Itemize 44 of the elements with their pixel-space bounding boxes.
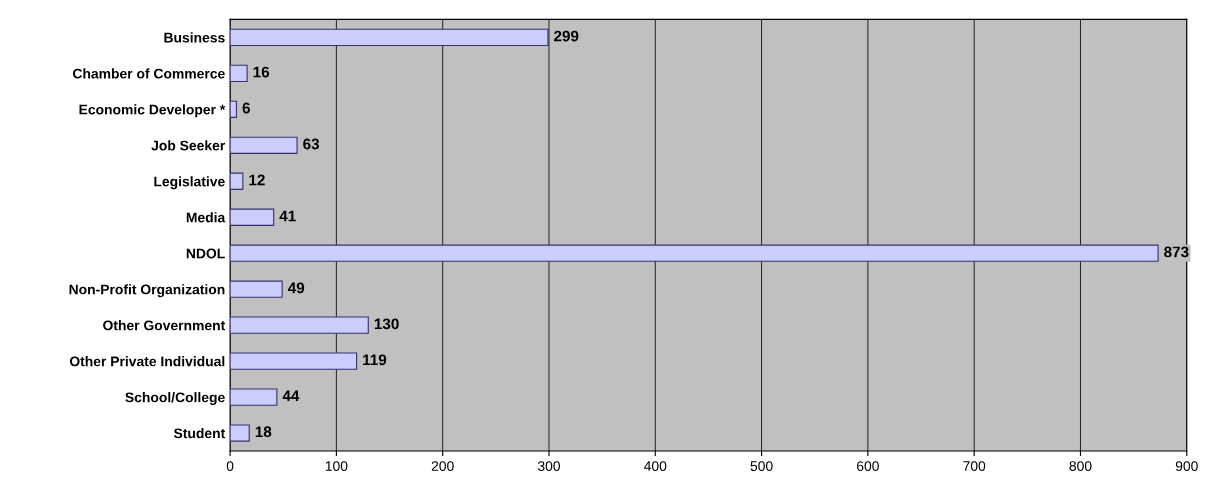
data-label: 49 bbox=[287, 282, 305, 294]
x-tick-label: 700 bbox=[963, 461, 986, 471]
y-tick-label: Chamber of Commerce bbox=[72, 68, 225, 79]
x-tick-label: 400 bbox=[644, 461, 667, 471]
x-tick-label: 600 bbox=[857, 461, 879, 471]
y-tick-label: Student bbox=[173, 428, 226, 439]
data-label: 41 bbox=[279, 210, 296, 222]
y-tick-label: School/College bbox=[125, 392, 225, 406]
data-label: 6 bbox=[242, 102, 250, 114]
bar bbox=[230, 136, 298, 154]
bar bbox=[230, 388, 278, 406]
bar bbox=[230, 280, 283, 298]
y-tick-label: Business bbox=[164, 32, 225, 43]
data-label: 18 bbox=[255, 426, 272, 438]
data-label: 130 bbox=[374, 318, 399, 330]
data-label: 12 bbox=[249, 174, 265, 186]
bar bbox=[230, 28, 549, 47]
y-tick-label: Non-Profit Organization bbox=[69, 284, 225, 298]
bar bbox=[230, 64, 248, 83]
bar bbox=[230, 352, 358, 370]
bar bbox=[230, 244, 1159, 262]
bar bbox=[230, 208, 275, 226]
data-label: 16 bbox=[253, 66, 270, 78]
data-label: 873 bbox=[1164, 246, 1189, 258]
data-label: 44 bbox=[282, 390, 300, 402]
y-tick-label: Other Government bbox=[103, 320, 226, 331]
x-tick-label: 500 bbox=[750, 461, 773, 471]
x-tick-label: 100 bbox=[325, 461, 348, 471]
x-tick-label: 200 bbox=[431, 461, 454, 471]
y-tick-label: NDOL bbox=[186, 248, 225, 259]
y-tick-label: Media bbox=[186, 212, 226, 223]
y-tick-label: Economic Developer * bbox=[79, 104, 226, 118]
data-label: 63 bbox=[303, 138, 320, 150]
y-tick-label: Other Private Individual bbox=[69, 356, 225, 367]
bar bbox=[230, 424, 250, 442]
x-tick-label: 300 bbox=[537, 461, 561, 471]
data-label: 299 bbox=[554, 30, 579, 42]
x-tick-label: 0 bbox=[226, 461, 234, 471]
y-tick-label: Job Seeker bbox=[151, 140, 226, 151]
data-label: 119 bbox=[363, 354, 387, 366]
bar bbox=[230, 316, 369, 334]
x-tick-label: 900 bbox=[1175, 461, 1198, 471]
y-tick-label: Legislative bbox=[154, 176, 225, 190]
x-tick-label: 800 bbox=[1069, 461, 1092, 471]
